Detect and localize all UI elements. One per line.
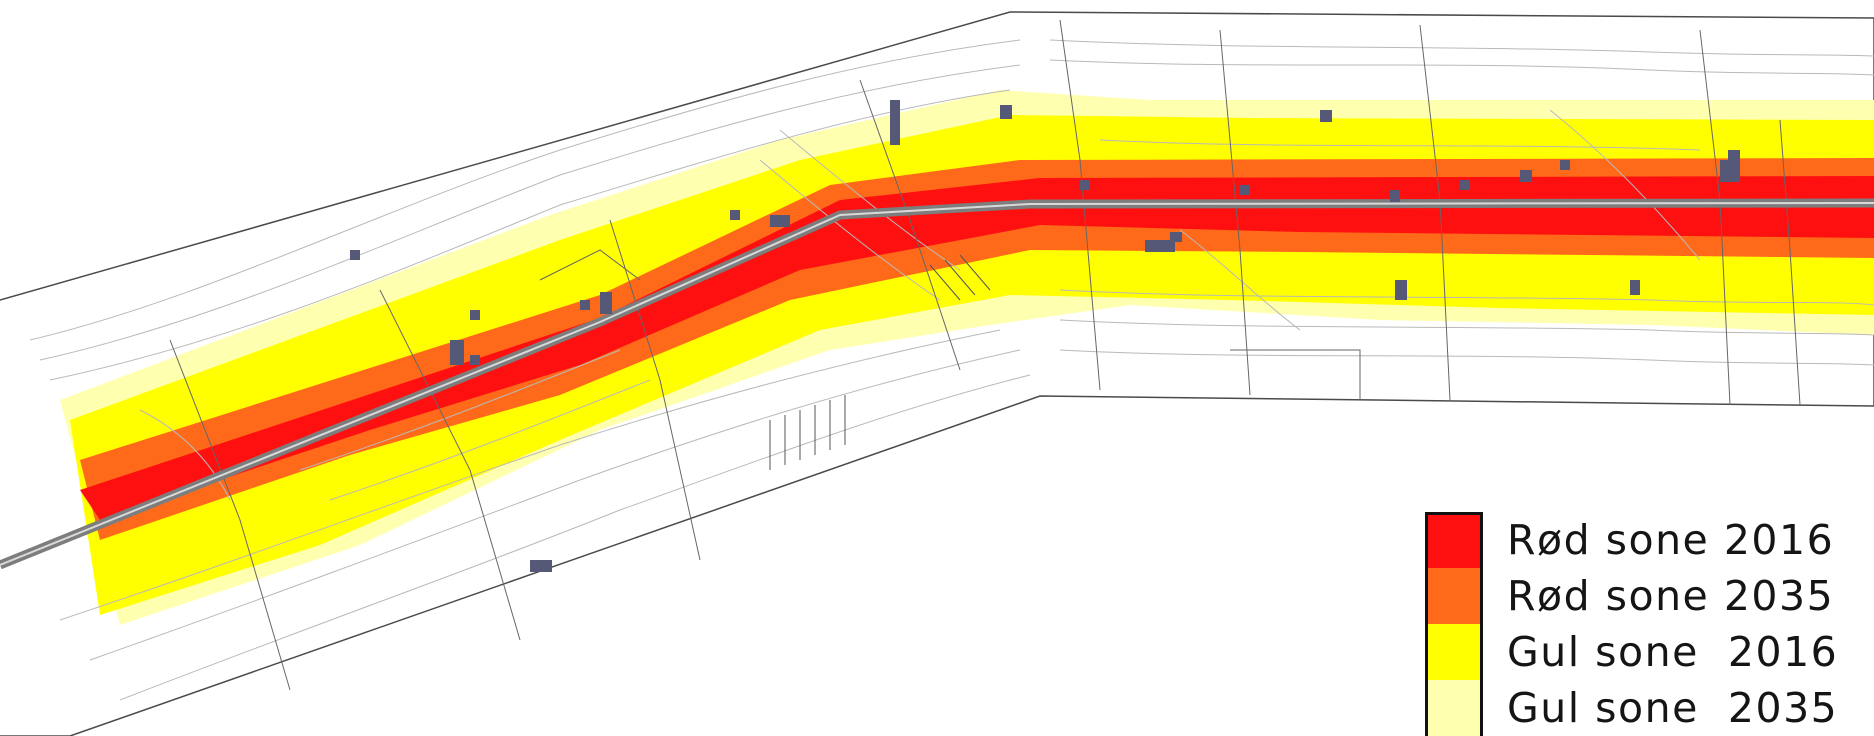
field-strips xyxy=(769,254,991,470)
map-boundary xyxy=(0,11,1874,736)
contour-lines xyxy=(29,39,1874,701)
legend-label: Rød sone 2035 xyxy=(1507,572,1835,620)
legend-item-rod-2035: Rød sone 2035 xyxy=(1425,568,1874,624)
zone-rod-2016 xyxy=(80,176,1874,520)
legend-label: Gul sone 2016 xyxy=(1507,628,1839,676)
noise-zones xyxy=(60,90,1874,625)
legend-label: Gul sone 2035 xyxy=(1507,684,1839,732)
legend-label: Rød sone 2016 xyxy=(1507,516,1835,564)
legend-item-gul-2035: Gul sone 2035 xyxy=(1425,680,1874,736)
legend-swatch xyxy=(1425,568,1483,624)
legend-item-rod-2016: Rød sone 2016 xyxy=(1425,512,1874,568)
buildings xyxy=(350,100,1740,572)
legend-swatch xyxy=(1425,680,1483,736)
legend-swatch xyxy=(1425,512,1483,568)
map-legend: Rød sone 2016 Rød sone 2035 Gul sone 201… xyxy=(1425,512,1874,736)
main-road-centerline xyxy=(0,202,1874,566)
property-lines xyxy=(169,19,1801,691)
legend-swatch xyxy=(1425,624,1483,680)
legend-item-gul-2016: Gul sone 2016 xyxy=(1425,624,1874,680)
